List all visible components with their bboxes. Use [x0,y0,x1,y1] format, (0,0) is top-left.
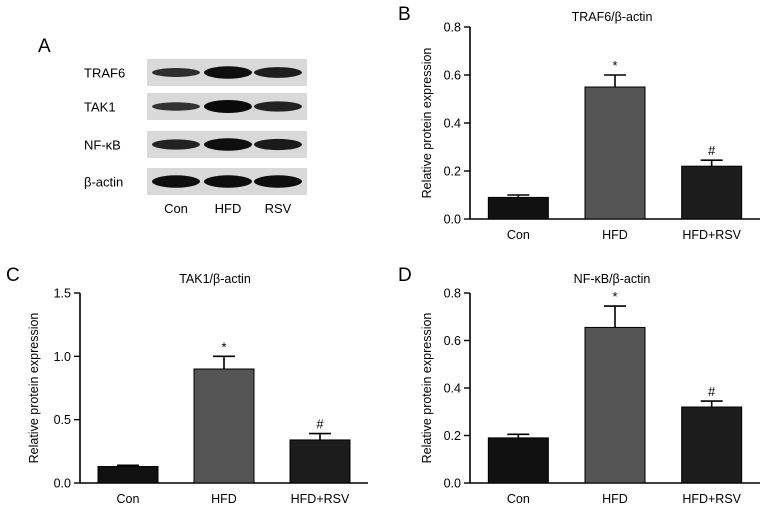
y-tick-label: 0.8 [444,21,461,35]
y-tick-label: 0.0 [444,213,461,227]
lane-label: Con [164,201,188,216]
blot-band [254,67,302,78]
significance-marker: # [708,384,716,399]
bar [487,437,549,484]
y-axis-label: Relative protein expression [420,48,434,199]
bar [681,165,743,220]
blot-band [254,101,302,112]
x-tick-label: HFD [602,492,628,506]
y-tick-label: 1.0 [54,350,71,364]
blot-band [204,138,252,151]
significance-marker: # [708,143,716,158]
bar [289,439,351,484]
y-tick-label: 0.4 [444,117,461,131]
lane-label: HFD [215,201,242,216]
x-tick-label: HFD+RSV [291,492,350,506]
y-tick-label: 0.0 [444,477,461,491]
western-blot: TRAF6 TAK1 NF-κB β-actin Con HFD RSV [84,59,307,216]
y-tick-label: 0.6 [444,334,461,348]
y-tick-label: 1.5 [54,287,71,301]
significance-marker: # [316,417,324,432]
blot-band [204,175,252,188]
x-tick-label: HFD+RSV [682,492,741,506]
x-tick-label: Con [507,492,530,506]
chart-title: TAK1/β-actin [179,272,251,286]
x-tick-label: HFD [602,228,628,242]
bar [584,86,646,220]
y-axis-label: Relative protein expression [420,313,434,464]
bar-chart-traf6: TRAF6/β-actin Relative protein expression… [420,10,760,242]
blot-row-label: TRAF6 [84,66,125,81]
x-tick-label: HFD [211,492,237,506]
bar-chart-nfkb: NF-κB/β-actin Relative protein expression… [420,272,760,506]
significance-marker: * [612,289,617,304]
panel-letter-c: C [6,265,20,286]
bar [584,326,646,484]
lane-label: RSV [265,201,292,216]
y-tick-label: 0.5 [54,413,71,427]
blot-band [204,100,252,113]
y-tick-label: 0.8 [444,287,461,301]
x-tick-label: HFD+RSV [682,228,741,242]
significance-marker: * [221,339,226,354]
y-tick-label: 0.2 [444,165,461,179]
blot-band [152,139,200,150]
significance-marker: * [612,58,617,73]
blot-band [152,102,200,111]
blot-row-label: TAK1 [84,100,116,115]
bar [193,368,255,484]
blot-band [152,68,200,77]
blot-band [152,175,200,188]
x-tick-label: Con [117,492,140,506]
y-tick-label: 0.4 [444,382,461,396]
bar [487,196,549,220]
chart-title: TRAF6/β-actin [572,10,653,24]
bar [681,406,743,484]
blot-band [254,138,302,151]
bar-chart-tak1: TAK1/β-actin Relative protein expression 0… [27,272,368,506]
y-tick-label: 0.0 [54,477,71,491]
blot-row-label: β-actin [84,175,123,190]
panel-letter-b: B [398,4,411,25]
chart-title: NF-κB/β-actin [574,272,651,286]
y-tick-label: 0.2 [444,429,461,443]
blot-row-label: NF-κB [84,138,121,153]
blot-band [254,175,302,188]
x-tick-label: Con [507,228,530,242]
blot-band [204,66,252,79]
y-tick-label: 0.6 [444,69,461,83]
bar [97,466,159,484]
panel-letter-a: A [38,36,51,57]
y-axis-label: Relative protein expression [27,313,41,464]
panel-letter-d: D [398,265,412,286]
